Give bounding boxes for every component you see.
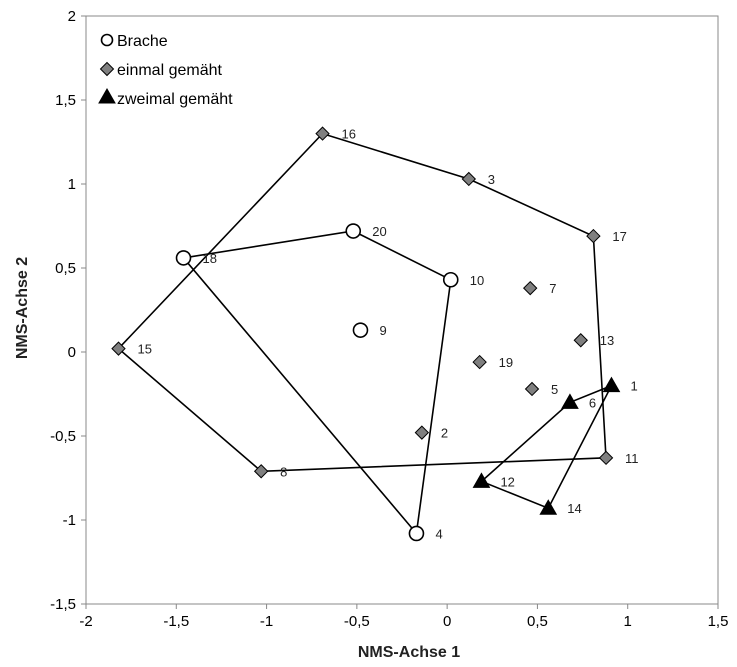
point-label: 16: [342, 127, 356, 142]
data-point: [111, 341, 126, 356]
x-tick-label: 0,5: [527, 613, 548, 630]
x-axis-title: NMS-Achse 1: [358, 644, 460, 661]
legend-entry: Brache: [117, 33, 168, 50]
data-point: [408, 525, 425, 542]
legend: Brache einmal gemäht zweimal gemäht: [98, 33, 233, 108]
y-tick-label: -0,5: [50, 428, 76, 445]
data-point: [472, 472, 491, 488]
data-point: [461, 171, 477, 187]
point-label: 17: [612, 229, 626, 244]
data-point: [175, 250, 192, 266]
data-point: [414, 425, 430, 440]
data-point: [522, 280, 538, 296]
data-point: [586, 228, 601, 244]
data-point: [442, 271, 459, 288]
data-point: [539, 499, 558, 515]
x-tick-label: -1,5: [163, 613, 189, 630]
point-label: 2: [441, 426, 448, 441]
point-label: 12: [500, 474, 514, 489]
point-label: 18: [203, 251, 217, 266]
data-point: [602, 376, 621, 393]
point-label: 4: [435, 526, 442, 541]
data-point: [524, 381, 540, 397]
data-point: [573, 333, 588, 348]
x-tick-label: 0: [443, 613, 451, 630]
axes: -2 -1,5 -1 -0,5 0 0,5 1 1,5-1,5-1-0,500,511,52: [50, 8, 728, 630]
point-label: 5: [551, 382, 558, 397]
data-point: [345, 223, 362, 239]
x-tick-label: -1: [260, 613, 273, 630]
plot-area-border: [85, 15, 719, 605]
data-point: [315, 126, 330, 141]
data-point: [253, 464, 269, 479]
y-tick-label: -1,5: [50, 596, 76, 613]
data-point: [472, 354, 487, 370]
point-label: 7: [549, 281, 556, 296]
x-tick-label: -2: [79, 613, 92, 630]
legend-marker: [98, 87, 116, 104]
point-label: 10: [470, 273, 484, 288]
point-label: 1: [630, 379, 637, 394]
y-tick-label: 0: [68, 344, 76, 361]
point-label: 15: [138, 342, 152, 357]
point-label: 13: [600, 333, 614, 348]
point-label: 11: [625, 451, 639, 466]
legend-entry: zweimal gemäht: [117, 91, 233, 108]
point-label: 14: [567, 501, 581, 516]
legend-entry: einmal gemäht: [117, 62, 223, 79]
point-label: 19: [499, 355, 513, 370]
point-label: 9: [379, 323, 386, 338]
y-tick-label: 1: [68, 176, 76, 193]
point-label: 20: [372, 224, 386, 239]
data-point: [561, 393, 579, 409]
y-tick-label: 0,5: [55, 260, 76, 277]
x-tick-label: -0,5: [344, 613, 370, 630]
legend-marker: [100, 33, 114, 47]
point-label: 3: [488, 172, 495, 187]
point-label: 8: [280, 464, 287, 479]
y-tick-label: 1,5: [55, 92, 76, 109]
data-point: [598, 450, 614, 466]
y-axis-title: NMS-Achse 2: [14, 257, 31, 359]
point-label: 6: [589, 395, 596, 410]
y-tick-label: -1: [63, 512, 76, 529]
x-tick-label: 1,5: [708, 613, 729, 630]
x-tick-label: 1: [624, 613, 632, 630]
y-tick-label: 2: [68, 8, 76, 25]
legend-marker: [99, 61, 115, 77]
data-point: [352, 322, 369, 338]
